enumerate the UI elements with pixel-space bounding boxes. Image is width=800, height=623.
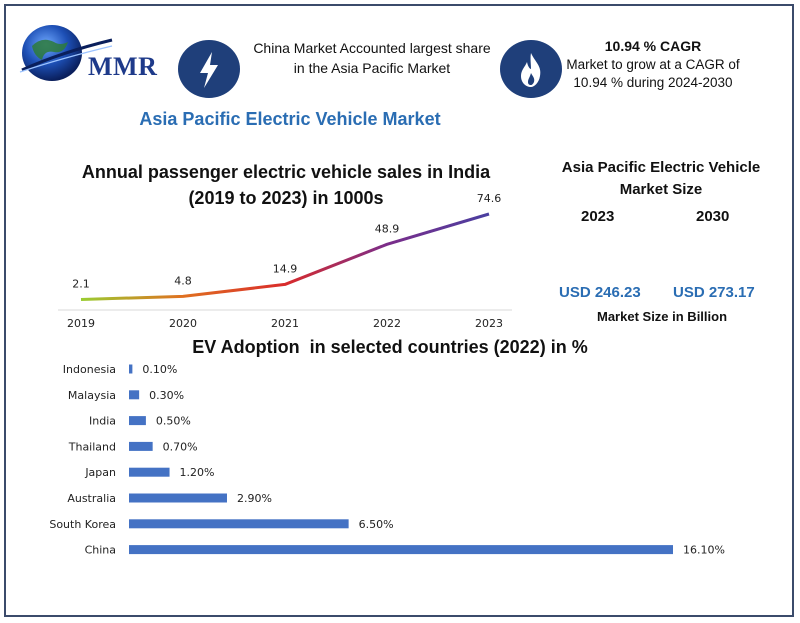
infographic-frame [4, 4, 794, 617]
data-label: 14.9 [273, 262, 298, 275]
bar [129, 493, 227, 503]
category-label: China [85, 544, 116, 557]
mmr-logo: MMR [14, 18, 164, 88]
market-share-text: China Market Accounted largest share in … [253, 40, 491, 76]
market-size-caption: Market Size in Billion [597, 309, 728, 324]
value-label: 0.10% [142, 363, 177, 376]
market-size-title: Asia Pacific Electric Vehicle Market Siz… [561, 159, 761, 198]
value-label: 0.70% [163, 440, 198, 453]
bar [129, 364, 133, 374]
lightning-icon [178, 40, 240, 98]
x-tick-label: 2019 [67, 317, 95, 330]
india-ev-sales-line-chart: 2.1 2019 4.8 2020 14.9 2021 48.9 2022 74.6 2023 [58, 192, 512, 330]
data-label: 74.6 [477, 192, 502, 205]
bar [129, 467, 170, 477]
x-tick-label: 2022 [373, 317, 401, 330]
category-label: Thailand [68, 440, 116, 453]
data-label: 4.8 [174, 274, 192, 287]
market-value-2023: USD 246.23 [559, 284, 641, 301]
value-label: 0.50% [156, 415, 191, 428]
data-label: 48.9 [375, 222, 400, 235]
value-label: 16.10% [683, 544, 725, 557]
value-label: 2.90% [237, 492, 272, 505]
bar-chart-title: EV Adoption in selected countries (2022)… [192, 337, 588, 357]
bar [129, 441, 153, 451]
category-label: Indonesia [63, 363, 116, 376]
logo-text: MMR [88, 52, 158, 81]
category-label: India [89, 415, 116, 428]
category-label: Australia [67, 492, 116, 505]
category-label: South Korea [49, 518, 116, 531]
flame-icon [500, 40, 562, 98]
value-label: 1.20% [180, 466, 215, 479]
bar [129, 519, 349, 529]
market-value-2030: USD 273.17 [673, 284, 755, 301]
line-chart-title: Annual passenger electric vehicle sales … [81, 162, 491, 208]
cagr-block: 10.94 % CAGR Market to grow at a CAGR of… [563, 36, 743, 92]
value-label: 6.50% [359, 518, 394, 531]
x-tick-label: 2021 [271, 317, 299, 330]
globe-icon [19, 25, 113, 81]
bar [129, 545, 673, 555]
year-2023-label: 2023 [581, 208, 615, 225]
x-tick-label: 2023 [475, 317, 503, 330]
cagr-text: Market to grow at a CAGR of 10.94 % duri… [566, 57, 740, 90]
category-label: Malaysia [68, 389, 116, 402]
bar [129, 390, 140, 400]
year-2030-label: 2030 [696, 208, 730, 225]
data-label: 2.1 [72, 278, 90, 291]
main-title: Asia Pacific Electric Vehicle Market [139, 109, 441, 129]
cagr-title: 10.94 % CAGR [604, 38, 702, 54]
ev-adoption-bar-chart: Indonesia 0.10% Malaysia 0.30% India 0.50% Tha… [49, 363, 725, 557]
bar [129, 416, 146, 426]
x-tick-label: 2020 [169, 317, 197, 330]
sales-series-line [80, 212, 490, 302]
category-label: Japan [84, 466, 116, 479]
value-label: 0.30% [149, 389, 184, 402]
